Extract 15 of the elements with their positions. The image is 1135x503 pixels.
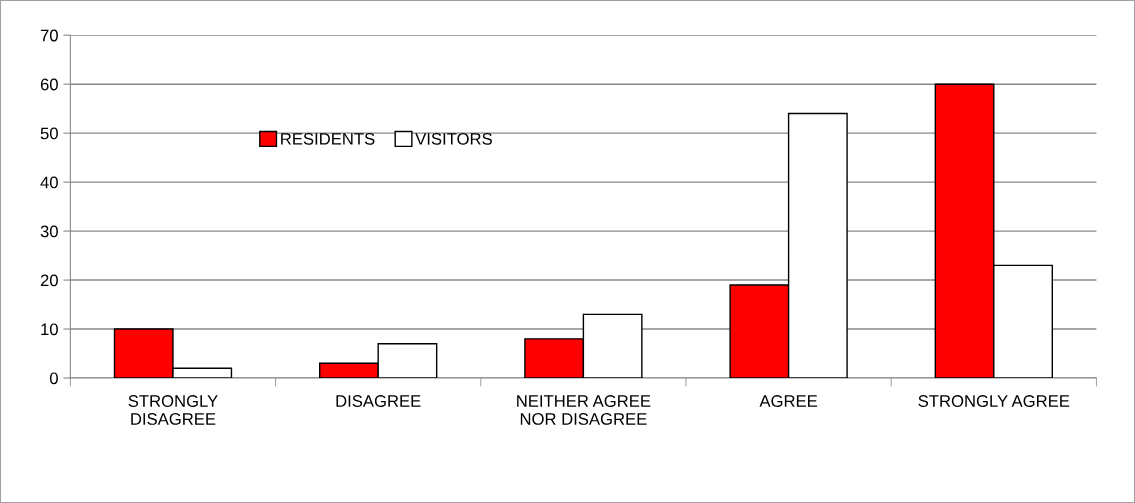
x-tick-label: DISAGREE xyxy=(336,395,421,407)
y-tick-label: 0 xyxy=(49,372,58,385)
legend-label: RESIDENTS xyxy=(281,132,375,145)
y-tick-label: 70 xyxy=(40,29,58,42)
y-tick-label: 20 xyxy=(40,274,58,287)
legend-label: VISITORS xyxy=(415,132,492,145)
x-tick-label: AGREE xyxy=(759,395,818,407)
x-tick-label: NEITHER AGREE NOR DISAGREE xyxy=(517,395,651,425)
y-tick-label: 60 xyxy=(40,78,58,91)
x-tick-label: STRONGLY AGREE xyxy=(918,395,1070,407)
y-tick-label: 40 xyxy=(40,176,58,189)
y-tick-label: 50 xyxy=(40,127,58,140)
y-tick-label: 30 xyxy=(40,225,58,238)
y-tick-label: 10 xyxy=(41,323,58,336)
x-tick-label: STRONGLY DISAGREE xyxy=(128,395,218,425)
